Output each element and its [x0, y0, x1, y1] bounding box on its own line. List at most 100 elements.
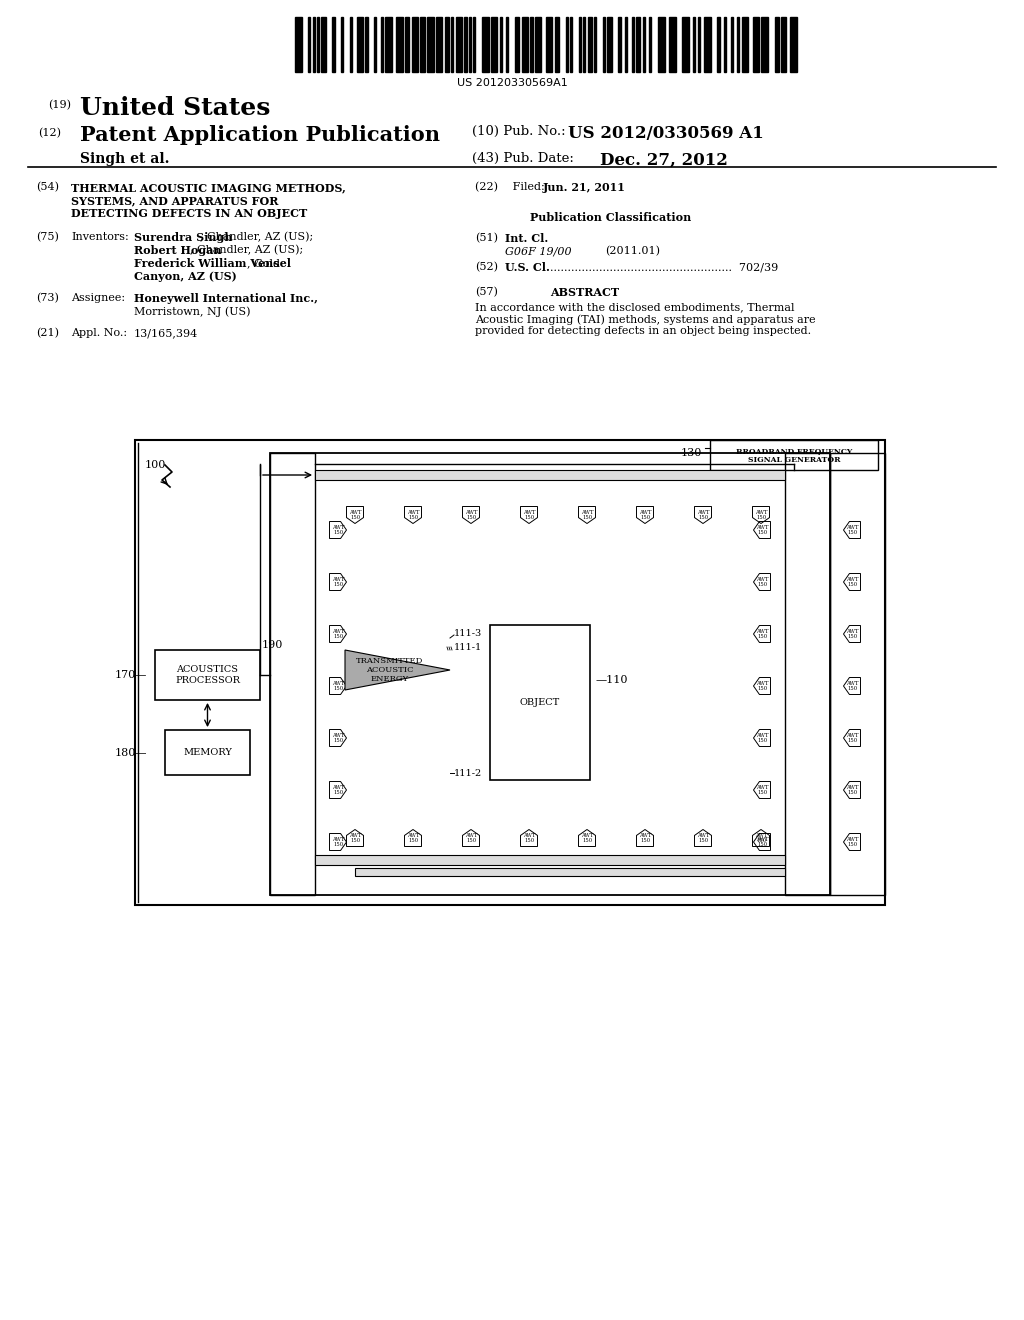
Text: SIGNAL GENERATOR: SIGNAL GENERATOR: [748, 455, 841, 465]
Bar: [607, 17, 611, 73]
Text: THERMAL ACOUSTIC IMAGING METHODS,: THERMAL ACOUSTIC IMAGING METHODS,: [71, 182, 346, 193]
Bar: [482, 17, 488, 73]
Text: Appl. No.:: Appl. No.:: [71, 327, 127, 338]
Text: AWT
150: AWT 150: [756, 837, 768, 847]
Text: (73): (73): [36, 293, 58, 304]
Text: , Chandler, AZ (US);: , Chandler, AZ (US);: [200, 232, 313, 243]
Bar: [753, 17, 759, 73]
Text: 130: 130: [681, 447, 702, 458]
Text: ACOUSTICS
PROCESSOR: ACOUSTICS PROCESSOR: [175, 665, 240, 685]
Bar: [669, 17, 676, 73]
Text: (54): (54): [36, 182, 59, 193]
Bar: [530, 17, 532, 73]
Text: Assignee:: Assignee:: [71, 293, 125, 304]
Text: AWT
150: AWT 150: [581, 833, 593, 843]
Text: AWT
150: AWT 150: [332, 628, 344, 639]
Text: AWT
150: AWT 150: [349, 833, 361, 843]
Text: AWT
150: AWT 150: [332, 784, 344, 796]
Bar: [270, 453, 830, 895]
Text: United States: United States: [80, 96, 270, 120]
Bar: [155, 649, 260, 700]
Bar: [546, 17, 552, 73]
Text: Int. Cl.: Int. Cl.: [505, 234, 548, 244]
Bar: [588, 17, 592, 73]
Text: US 20120330569A1: US 20120330569A1: [457, 78, 567, 88]
Text: TRANSMITTED
ACOUSTIC
ENERGY: TRANSMITTED ACOUSTIC ENERGY: [356, 657, 424, 684]
Bar: [649, 17, 651, 73]
Text: Surendra Singh: Surendra Singh: [134, 232, 232, 243]
Bar: [724, 17, 726, 73]
Bar: [444, 17, 449, 73]
Bar: [535, 17, 542, 73]
Text: BROADBAND FREQUENCY: BROADBAND FREQUENCY: [736, 447, 852, 455]
Text: , Chandler, AZ (US);: , Chandler, AZ (US);: [190, 246, 304, 255]
Bar: [165, 730, 250, 775]
Bar: [632, 17, 634, 73]
Text: AWT
150: AWT 150: [332, 837, 344, 847]
Bar: [625, 17, 628, 73]
Text: provided for detecting defects in an object being inspected.: provided for detecting defects in an obj…: [475, 326, 811, 337]
Text: AWT
150: AWT 150: [332, 733, 344, 743]
Bar: [643, 17, 645, 73]
Text: SYSTEMS, AND APPARATUS FOR: SYSTEMS, AND APPARATUS FOR: [71, 195, 279, 206]
Bar: [312, 17, 314, 73]
Bar: [412, 17, 418, 73]
Text: (12): (12): [38, 128, 61, 139]
Bar: [473, 17, 475, 73]
Text: AWT
150: AWT 150: [465, 510, 477, 520]
Bar: [693, 17, 695, 73]
Bar: [374, 17, 377, 73]
Text: Patent Application Publication: Patent Application Publication: [80, 125, 440, 145]
Bar: [469, 17, 471, 73]
Text: 100: 100: [145, 459, 166, 470]
Bar: [762, 17, 768, 73]
Bar: [565, 17, 567, 73]
Bar: [465, 17, 467, 73]
Text: —110: —110: [596, 675, 629, 685]
Bar: [341, 17, 343, 73]
Text: AWT
150: AWT 150: [332, 681, 344, 692]
Text: AWT
150: AWT 150: [332, 577, 344, 587]
Text: AWT
150: AWT 150: [639, 510, 651, 520]
Text: (21): (21): [36, 327, 59, 338]
Bar: [427, 17, 433, 73]
Bar: [500, 17, 502, 73]
Text: AWT
150: AWT 150: [756, 577, 768, 587]
Text: 111-2: 111-2: [454, 768, 482, 777]
Bar: [594, 17, 596, 73]
Text: 190: 190: [262, 640, 284, 649]
Text: AWT
150: AWT 150: [846, 524, 858, 536]
Bar: [584, 17, 586, 73]
Bar: [406, 17, 410, 73]
Text: Acoustic Imaging (TAI) methods, systems and apparatus are: Acoustic Imaging (TAI) methods, systems …: [475, 314, 816, 325]
Bar: [381, 17, 383, 73]
Text: Frederick William Vensel: Frederick William Vensel: [134, 257, 291, 269]
Bar: [452, 17, 454, 73]
Bar: [385, 17, 392, 73]
Bar: [781, 17, 785, 73]
Text: AWT
150: AWT 150: [846, 681, 858, 692]
Polygon shape: [345, 649, 450, 690]
Bar: [785, 453, 830, 895]
Text: Publication Classification: Publication Classification: [530, 213, 691, 223]
Bar: [718, 17, 720, 73]
Text: DETECTING DEFECTS IN AN OBJECT: DETECTING DEFECTS IN AN OBJECT: [71, 209, 307, 219]
Text: (75): (75): [36, 232, 58, 243]
Text: Dec. 27, 2012: Dec. 27, 2012: [600, 152, 728, 169]
Text: 111-1: 111-1: [454, 644, 482, 652]
Text: AWT
150: AWT 150: [696, 510, 710, 520]
Bar: [830, 453, 885, 895]
Text: Robert Hogan: Robert Hogan: [134, 246, 221, 256]
Bar: [317, 17, 319, 73]
Text: Canyon, AZ (US): Canyon, AZ (US): [134, 271, 237, 282]
Text: In accordance with the disclosed embodiments, Thermal: In accordance with the disclosed embodim…: [475, 302, 795, 312]
Bar: [490, 624, 590, 780]
Bar: [603, 17, 605, 73]
Text: AWT
150: AWT 150: [639, 833, 651, 843]
Bar: [350, 17, 352, 73]
Text: (2011.01): (2011.01): [605, 246, 660, 256]
Text: AWT
150: AWT 150: [523, 833, 536, 843]
Bar: [456, 17, 462, 73]
Text: AWT
150: AWT 150: [846, 784, 858, 796]
Text: AWT
150: AWT 150: [407, 833, 419, 843]
